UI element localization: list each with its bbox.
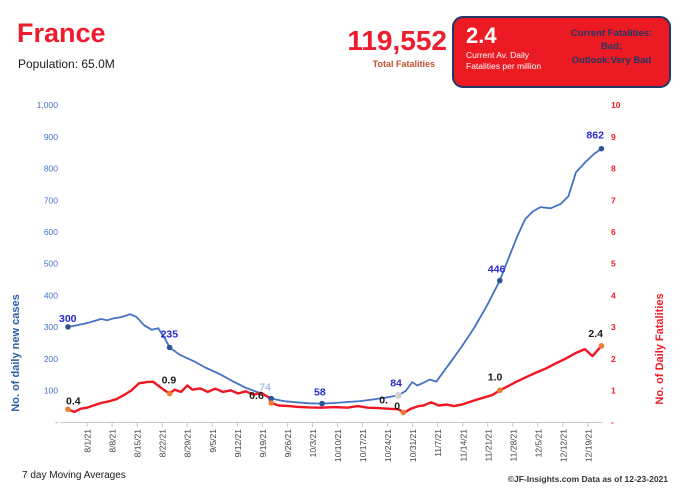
source-credit: ©JF-Insights.com Data as of 12-23-2021 bbox=[507, 474, 668, 484]
fatalities-marker bbox=[400, 409, 407, 416]
data-label: 84 bbox=[390, 377, 402, 389]
total-fatalities-label: Total Fatalities bbox=[372, 58, 435, 69]
chart-canvas: 8/1/21 8/8/21 8/15/21 8/22/21 8/29/21 9/5/21 9… bbox=[37, 100, 621, 462]
data-label: 58 bbox=[314, 387, 326, 399]
x-tick-label: 12/5/21 bbox=[533, 429, 543, 458]
y-left-tick-label: 1,000 bbox=[37, 100, 59, 110]
fatalities-marker bbox=[598, 343, 605, 349]
badge-left-column: 2.4 Current Av. Daily Fatalities per mil… bbox=[466, 24, 562, 82]
x-tick-label: 8/15/21 bbox=[133, 429, 143, 458]
y-right-tick-label: 5 bbox=[611, 259, 616, 269]
y-left-tick-label: - bbox=[55, 417, 58, 427]
y-right-tick-label: - bbox=[611, 417, 614, 427]
y-right-tick-label: 3 bbox=[611, 322, 616, 332]
x-tick-label: 8/8/21 bbox=[108, 429, 118, 453]
data-label: 300 bbox=[59, 313, 77, 325]
y-left-tick-label: 800 bbox=[44, 164, 58, 174]
data-label: 0.4 bbox=[66, 395, 81, 407]
x-tick-label: 10/10/21 bbox=[333, 429, 343, 462]
badge-status-line1: Current Fatalities: Bad; bbox=[570, 28, 653, 53]
x-tick-label: 8/22/21 bbox=[158, 429, 168, 458]
y-left-tick-label: 900 bbox=[44, 132, 58, 142]
cases-marker bbox=[497, 277, 503, 284]
fatalities-marker bbox=[268, 400, 275, 406]
data-label: 0 bbox=[394, 400, 400, 412]
y-left-axis-title: No. of daily new cases bbox=[10, 294, 22, 412]
y-left-tick-label: 500 bbox=[44, 259, 58, 269]
y-left-tick-label: 200 bbox=[44, 354, 58, 364]
cases-marker bbox=[319, 400, 325, 407]
x-tick-label: 9/19/21 bbox=[258, 429, 268, 458]
y-right-axis-title: No. of Daily Fatalities bbox=[654, 293, 666, 405]
x-tick-label: 8/29/21 bbox=[183, 429, 193, 458]
cases-marker bbox=[268, 395, 275, 402]
y-left-tick-label: 100 bbox=[44, 386, 58, 396]
x-tick-label: 12/19/21 bbox=[584, 429, 594, 462]
x-tick-label: 9/12/21 bbox=[233, 429, 243, 458]
cases-line bbox=[67, 147, 603, 405]
cases-marker-faded bbox=[394, 392, 402, 399]
population-subtitle: Population: 65.0M bbox=[18, 57, 115, 71]
y-right-tick-label: 9 bbox=[611, 132, 616, 142]
data-label: 0.6 bbox=[249, 390, 264, 402]
fatalities-marker bbox=[65, 406, 71, 413]
y-right-tick-label: 6 bbox=[611, 227, 616, 237]
total-fatalities-block: 119,552 Total Fatalities bbox=[302, 25, 447, 69]
y-right-tick-label: 2 bbox=[611, 354, 616, 364]
x-tick-label: 12/12/21 bbox=[558, 429, 568, 462]
daily-fatalities-per-million-value: 2.4 bbox=[466, 23, 497, 48]
y-right-tick-label: 10 bbox=[611, 100, 621, 110]
x-tick-label: 10/24/21 bbox=[383, 429, 393, 462]
y-right-tick-label: 1 bbox=[611, 386, 616, 396]
data-label: 74 bbox=[259, 382, 271, 394]
x-tick-label: 9/26/21 bbox=[283, 429, 293, 458]
fatalities-marker bbox=[166, 390, 173, 397]
y-right-tick-label: 7 bbox=[611, 195, 616, 205]
y-right-tick-label: 4 bbox=[611, 290, 616, 300]
y-left-tick-label: 300 bbox=[44, 322, 58, 332]
x-tick-label: 11/14/21 bbox=[458, 429, 468, 462]
x-tick-label: 8/1/21 bbox=[83, 429, 93, 453]
data-label: 0. bbox=[379, 394, 388, 406]
badge-status-text: Current Fatalities: Bad; Outlook:Very Ba… bbox=[562, 24, 661, 82]
x-tick-label: 10/17/21 bbox=[358, 429, 368, 462]
fatalities-marker bbox=[497, 387, 503, 394]
y-right-tick-label: 8 bbox=[611, 164, 616, 174]
data-label: 0.9 bbox=[162, 375, 177, 387]
x-tick-label: 10/3/21 bbox=[308, 429, 318, 458]
x-tick-label: 10/31/21 bbox=[408, 429, 418, 462]
data-label: 446 bbox=[488, 264, 506, 276]
page-title: France bbox=[17, 18, 106, 48]
x-tick-label: 11/21/21 bbox=[483, 429, 493, 462]
cases-marker bbox=[598, 145, 605, 152]
data-label: 862 bbox=[586, 130, 604, 142]
x-tick-label: 11/28/21 bbox=[508, 429, 518, 462]
cases-marker bbox=[166, 344, 173, 351]
badge-status-line2: Outlook:Very Bad bbox=[571, 54, 652, 66]
status-badge: 2.4 Current Av. Daily Fatalities per mil… bbox=[452, 16, 671, 88]
x-tick-label: 11/7/21 bbox=[433, 429, 443, 457]
y-left-tick-label: 600 bbox=[44, 227, 58, 237]
total-fatalities-value: 119,552 bbox=[347, 25, 447, 56]
badge-caption-line1: Current Av. Daily bbox=[466, 50, 529, 61]
cases-marker bbox=[65, 324, 71, 330]
data-label: 1.0 bbox=[488, 371, 503, 383]
y-left-tick-label: 400 bbox=[44, 290, 58, 300]
badge-caption-line2: Fatalities per million bbox=[466, 61, 542, 72]
x-tick-label: 9/5/21 bbox=[208, 429, 218, 453]
data-label: 2.4 bbox=[588, 328, 603, 340]
y-left-tick-label: 700 bbox=[44, 195, 58, 205]
moving-average-note: 7 day Moving Averages bbox=[22, 470, 126, 481]
data-label: 235 bbox=[161, 329, 179, 341]
